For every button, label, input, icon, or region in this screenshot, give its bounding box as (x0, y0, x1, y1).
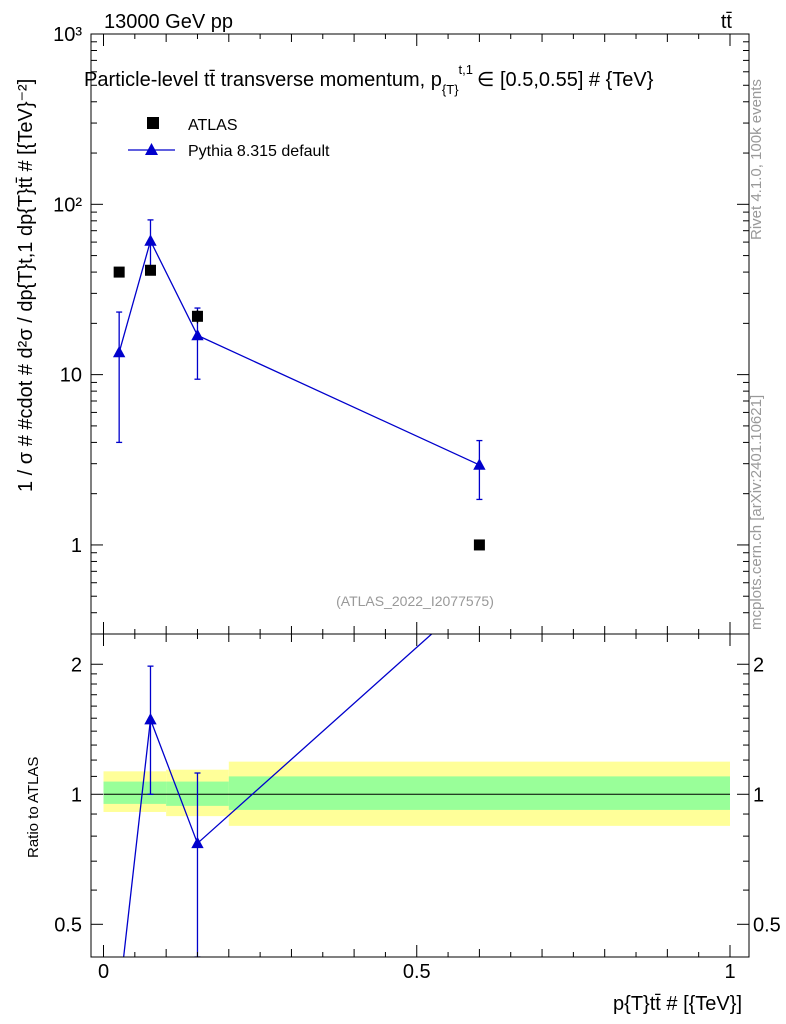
ratio-band-green-2 (228, 776, 731, 810)
main-series (112, 219, 486, 551)
main-y-tick-label: 1 (71, 535, 82, 557)
atlas-point (473, 539, 485, 551)
ratio-series (122, 634, 433, 957)
ratio-y-tick-label-right: 1 (753, 784, 764, 806)
legend-marker-pythia (145, 143, 158, 155)
plot-title: Particle-level tt̄ transverse momentum, … (84, 62, 654, 97)
rivet-label: Rivet 4.1.0, 100k events (748, 79, 765, 240)
ratio-panel-frame (90, 633, 750, 958)
legend-label-pythia: Pythia 8.315 default (188, 143, 330, 160)
plot-title-sub: {T} (442, 82, 459, 97)
process-label: tt̄ (721, 11, 733, 33)
main-y-tick-label: 10³ (53, 24, 82, 46)
ratio-y-tick-label-left: 1 (71, 784, 82, 806)
ratio-series-line (122, 634, 433, 957)
main-y-tick-label: 10² (53, 194, 82, 216)
legend-marker-atlas (147, 117, 159, 129)
y-axis-title-ratio: Ratio to ATLAS (25, 757, 42, 858)
ratio-point (191, 836, 204, 849)
pythia-line (118, 239, 480, 466)
atlas-point (144, 264, 156, 276)
ratio-y-tick-label-right: 2 (753, 654, 764, 676)
x-tick-label: 0.5 (403, 961, 431, 983)
pythia-point (191, 328, 204, 341)
axis-ticks: 1 10 10² 10³ 0.5 0.5 1 1 2 2 0 0.5 1 (53, 24, 781, 983)
ratio-y-tick-label-left: 2 (71, 654, 82, 676)
plot-title-sup: t,1 (459, 62, 473, 77)
main-y-tick-label: 10 (60, 365, 82, 387)
mcplots-label: mcplots.cern.ch [arXiv:2401.10621] (748, 395, 765, 630)
ratio-y-tick-label-right: 0.5 (753, 914, 781, 936)
plot-title-main: Particle-level tt̄ transverse momentum, … (84, 69, 442, 91)
x-tick-label: 0 (98, 961, 109, 983)
ratio-point (144, 712, 157, 725)
plot-title-range: ∈ [0.5,0.55] # {TeV} (477, 69, 654, 91)
legend: ATLAS Pythia 8.315 default (128, 117, 330, 160)
analysis-tag: (ATLAS_2022_I2077575) (336, 593, 494, 609)
atlas-point (113, 266, 125, 278)
energy-label: 13000 GeV pp (104, 11, 233, 33)
y-axis-title-main: 1 / σ # #cdot # d²σ / dp{T}t,1 dp{T}tt̄ … (15, 79, 37, 492)
pythia-point (473, 458, 486, 470)
ratio-y-tick-label-left: 0.5 (54, 914, 82, 936)
ratio-band-green-0 (103, 781, 167, 804)
x-tick-label: 1 (724, 961, 735, 983)
pythia-point (144, 234, 157, 246)
pythia-point (112, 345, 126, 358)
x-axis-title: p{T}tt̄ # [{TeV}] (613, 993, 742, 1015)
legend-label-atlas: ATLAS (188, 117, 238, 134)
atlas-point (191, 310, 203, 322)
